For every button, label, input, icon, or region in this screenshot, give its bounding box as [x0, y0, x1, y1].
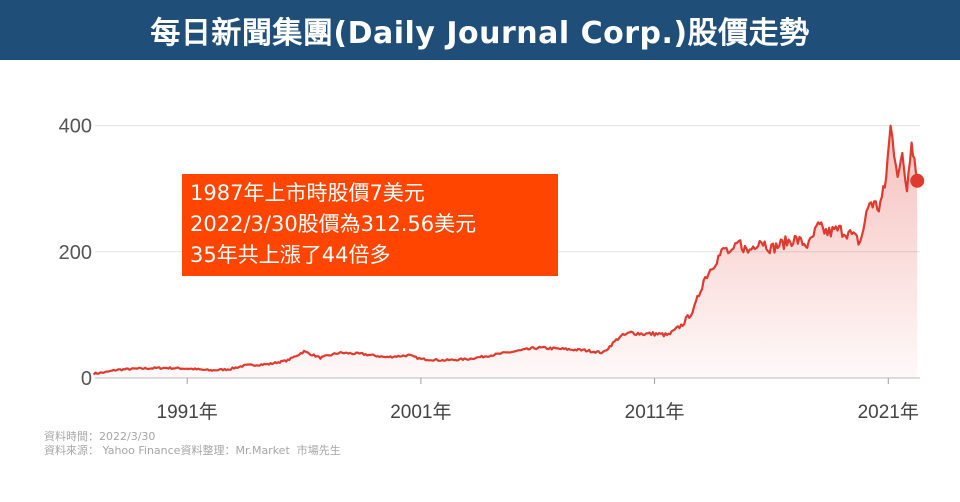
source-date: 資料時間：2022/3/30: [44, 430, 156, 443]
stock-price-chart: 0 200 400 1991年 2001年 2011年 2021年: [59, 116, 925, 423]
annotation-line-1: 1987年上市時股價7美元: [190, 181, 425, 205]
area-layer: [93, 125, 918, 378]
annotation-line-2: 2022/3/30股價為312.56美元: [190, 212, 477, 236]
tick-layer: 0 200 400 1991年 2001年 2011年 2021年: [59, 116, 919, 423]
line-layer: [92, 124, 925, 376]
price-area-fill: [93, 125, 918, 378]
annotation-line-3: 35年共上漲了44倍多: [190, 243, 391, 267]
page-title: 每日新聞集團(Daily Journal Corp.)股價走勢: [150, 16, 810, 51]
last-price-marker: [910, 173, 925, 188]
title-bar: 每日新聞集團(Daily Journal Corp.)股價走勢: [0, 0, 960, 60]
source-note: 資料時間：2022/3/30 資料來源： Yahoo Finance資料整理：M…: [44, 430, 341, 458]
annotation-box: 1987年上市時股價7美元 2022/3/30股價為312.56美元 35年共上…: [182, 174, 558, 276]
y-tick-label: 0: [81, 368, 92, 390]
x-tick-label: 1991年: [157, 401, 218, 423]
price-line: [92, 124, 919, 376]
x-tick-label: 2021年: [858, 401, 919, 423]
y-tick-label: 200: [59, 242, 92, 264]
x-tick-label: 2011年: [625, 401, 685, 423]
y-tick-label: 400: [59, 116, 92, 138]
source-credit: 資料來源： Yahoo Finance資料整理：Mr.Market 市場先生: [44, 444, 341, 457]
chart-area: 0 200 400 1991年 2001年 2011年 2021年: [0, 60, 960, 460]
x-tick-label: 2001年: [390, 401, 451, 423]
